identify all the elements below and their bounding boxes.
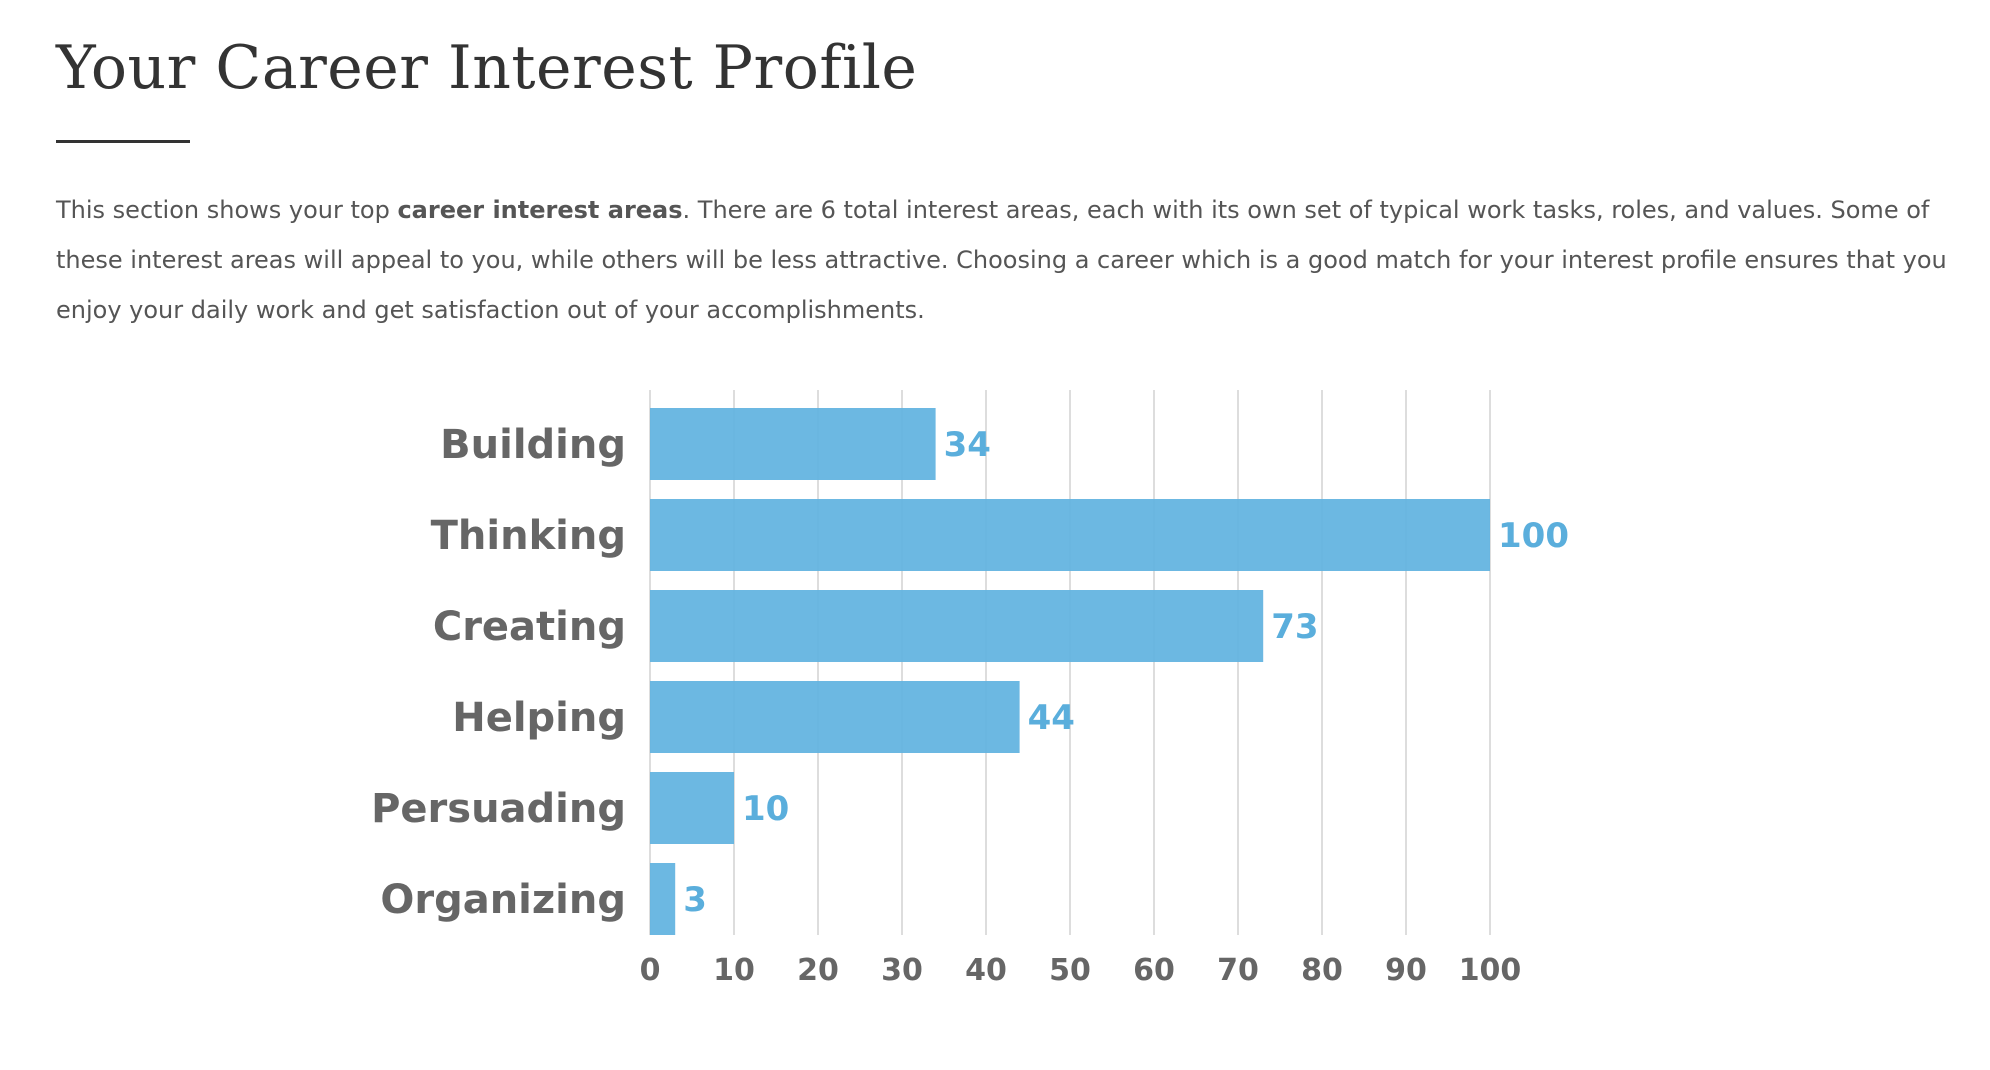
x-tick-label: 30 <box>881 953 923 988</box>
interest-chart: Building 34 Thinking 100 Creating 73 Helping 44… <box>0 370 1990 1010</box>
x-tick-label: 70 <box>1217 953 1259 988</box>
bar-creating <box>650 590 1264 662</box>
value-label: 73 <box>1271 607 1318 647</box>
category-label: Helping <box>452 695 626 741</box>
page-title: Your Career Interest Profile <box>56 33 918 103</box>
profile-section: Your Career Interest Profile This sectio… <box>56 28 1956 335</box>
title-underline <box>56 140 190 143</box>
category-label: Building <box>440 422 626 468</box>
category-label: Persuading <box>371 786 626 832</box>
intro-text-start: This section shows your top <box>56 196 398 224</box>
value-label: 100 <box>1498 516 1569 556</box>
x-tick-label: 10 <box>713 953 755 988</box>
x-tick-label: 0 <box>640 953 661 988</box>
value-label: 44 <box>1028 698 1075 738</box>
category-label: Creating <box>433 604 626 650</box>
intro-text-bold: career interest areas <box>397 196 683 224</box>
category-label: Organizing <box>380 877 626 923</box>
x-tick-label: 60 <box>1133 953 1175 988</box>
bar-helping <box>650 681 1020 753</box>
label-layer: Building 34 Thinking 100 Creating 73 Helping 44… <box>371 422 1569 923</box>
bar-building <box>650 408 936 480</box>
bar-organizing <box>650 863 676 935</box>
x-tick-label: 100 <box>1459 953 1522 988</box>
value-label: 10 <box>742 789 789 829</box>
x-tick-label: 50 <box>1049 953 1091 988</box>
x-tick-label: 20 <box>797 953 839 988</box>
bar-thinking <box>650 499 1490 571</box>
value-label: 34 <box>944 425 991 465</box>
x-tick-label: 40 <box>965 953 1007 988</box>
x-tick-label: 80 <box>1301 953 1343 988</box>
bar-layer <box>650 408 1490 935</box>
value-label: 3 <box>683 880 707 920</box>
intro-text-end: . There are 6 total interest areas, each… <box>56 196 1947 324</box>
x-tick-label: 90 <box>1385 953 1427 988</box>
tick-layer: 0 10 20 30 40 50 60 70 80 90 100 <box>640 953 1522 988</box>
grid-layer <box>649 390 1491 935</box>
intro-paragraph: This section shows your top career inter… <box>56 185 1956 335</box>
category-label: Thinking <box>431 513 626 559</box>
bar-persuading <box>650 772 734 844</box>
